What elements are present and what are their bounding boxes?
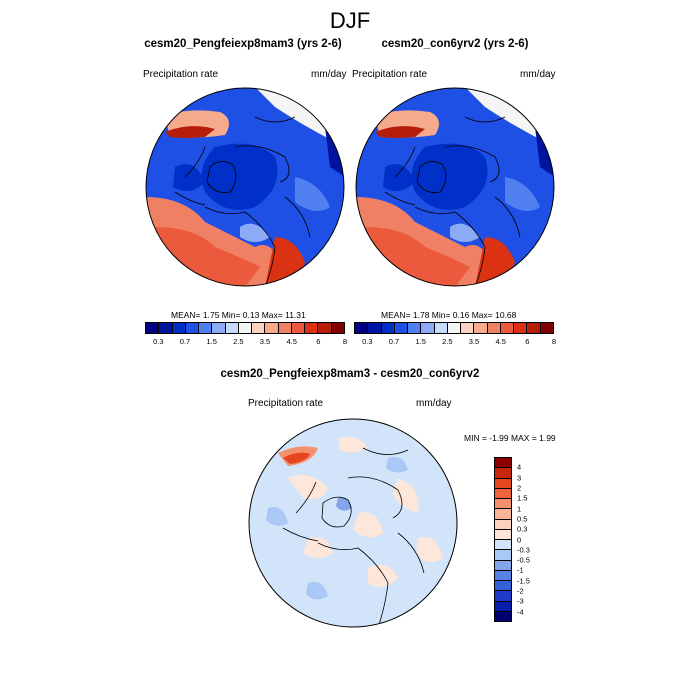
colorbar-swatch [447,323,462,333]
colorbar-tick-label: -2 [517,586,524,596]
colorbar-tick-label: 3.5 [468,337,480,346]
colorbar-swatch [355,323,369,333]
colorbar-swatch [421,323,435,333]
colorbar-swatch [394,323,409,333]
colorbar-swatch [146,323,160,333]
colorbar-swatch [495,488,511,499]
colorbar-swatch [408,323,422,333]
diff-units: mm/day [416,398,452,409]
colorbar-tick-label: 0 [517,535,522,544]
colorbar-tick-label: 3.5 [259,337,271,346]
colorbar-swatch [540,323,553,333]
figure-title: DJF [329,8,371,33]
colorbar-swatch [318,323,332,333]
panel-1-map [145,87,345,287]
panel-2-colorbar-ticks: 0.3 0.7 1.5 2.5 3.5 4.5 6 8 [354,337,557,349]
colorbar-swatch [172,323,186,333]
colorbar-tick-label: 0.7 [179,337,191,346]
colorbar-swatch [495,499,511,510]
colorbar-swatch [495,519,511,530]
colorbar-tick-label: 1.5 [415,337,426,346]
colorbar-tick-label: -0.5 [517,555,530,565]
colorbar-tick-label: 2.5 [233,337,244,346]
panel-2-title: cesm20_con6yrv2 (yrs 2-6) [381,38,529,50]
colorbar-swatch [252,323,266,333]
colorbar-tick-label: 0.7 [388,337,400,346]
colorbar-swatch [495,540,511,551]
panel-2-map [355,87,555,287]
panel-1-colorbar [145,322,345,334]
colorbar-tick-label: 8 [342,337,348,346]
colorbar-swatch [381,323,395,333]
panel-1-units: mm/day [311,69,347,80]
panel-1-stats: MEAN= 1.75 Min= 0.13 Max= 11.31 [171,310,306,320]
diff-title: cesm20_Pengfeiexp8mam3 - cesm20_con6yrv2 [220,368,480,380]
colorbar-swatch [225,323,239,333]
colorbar-swatch [368,323,382,333]
colorbar-tick-label: 1 [517,504,522,514]
panel-1-title: cesm20_Pengfeiexp8mam3 (yrs 2-6) [144,38,342,50]
colorbar-swatch [265,323,279,333]
colorbar-swatch [527,323,541,333]
colorbar-tick-label: 3 [517,473,522,483]
colorbar-tick-label: 4.5 [495,337,506,346]
colorbar-swatch [495,570,511,581]
colorbar-tick-label: 4 [517,462,522,472]
colorbar-tick-label: 1.5 [517,493,528,503]
colorbar-swatch [474,323,488,333]
colorbar-swatch [278,323,292,333]
colorbar-tick-label: 0.3 [362,337,373,346]
colorbar-tick-label: 0.5 [517,514,528,524]
panel-2-colorbar [354,322,554,334]
colorbar-tick-label: 2 [517,483,522,493]
colorbar-tick-label: 2.5 [442,337,453,346]
colorbar-swatch [291,323,306,333]
colorbar-swatch [495,550,511,561]
colorbar-swatch [159,323,173,333]
colorbar-tick-label: -1.5 [517,576,530,586]
panel-2-units: mm/day [520,69,556,80]
colorbar-swatch [495,611,511,621]
colorbar-swatch [495,529,511,540]
colorbar-swatch [495,458,511,469]
colorbar-swatch [487,323,501,333]
colorbar-swatch [500,323,515,333]
colorbar-tick-label: 4.5 [286,337,297,346]
colorbar-swatch [495,601,511,612]
colorbar-swatch [495,581,511,592]
colorbar-swatch [514,323,528,333]
colorbar-swatch [305,323,319,333]
colorbar-tick-label: 0.3 [153,337,164,346]
colorbar-tick-label: -3 [517,596,524,606]
colorbar-swatch [199,323,213,333]
colorbar-swatch [434,323,448,333]
colorbar-tick-label: 6 [316,337,321,346]
colorbar-swatch [495,560,511,571]
colorbar-tick-label: -4 [517,607,524,617]
diff-variable: Precipitation rate [248,398,324,409]
colorbar-tick-label: 0.3 [517,524,528,534]
diff-colorbar-ticks: 4 3 2 1.5 1 0.5 0.3 0 -0.3 -0.5 -1 -1.5 -2 -3 -4 [517,457,547,622]
colorbar-swatch [185,323,200,333]
colorbar-swatch [331,323,344,333]
panel-1-colorbar-ticks: 0.3 0.7 1.5 2.5 3.5 4.5 6 8 [145,337,348,349]
colorbar-swatch [495,478,511,489]
colorbar-swatch [495,468,511,479]
colorbar-swatch [212,323,226,333]
colorbar-tick-label: 8 [551,337,557,346]
panel-2-variable: Precipitation rate [352,69,428,80]
diff-map [248,418,458,628]
diff-stats: MIN = -1.99 MAX = 1.99 [464,433,556,443]
colorbar-swatch [238,323,253,333]
colorbar-tick-label: -0.3 [517,545,530,555]
colorbar-swatch [495,509,511,520]
panel-1-variable: Precipitation rate [143,69,219,80]
colorbar-tick-label: -1 [517,565,524,575]
colorbar-swatch [461,323,475,333]
diff-colorbar [494,457,512,622]
colorbar-tick-label: 6 [525,337,530,346]
colorbar-tick-label: 1.5 [206,337,217,346]
panel-2-stats: MEAN= 1.78 Min= 0.16 Max= 10.68 [381,310,517,320]
colorbar-swatch [495,591,511,602]
